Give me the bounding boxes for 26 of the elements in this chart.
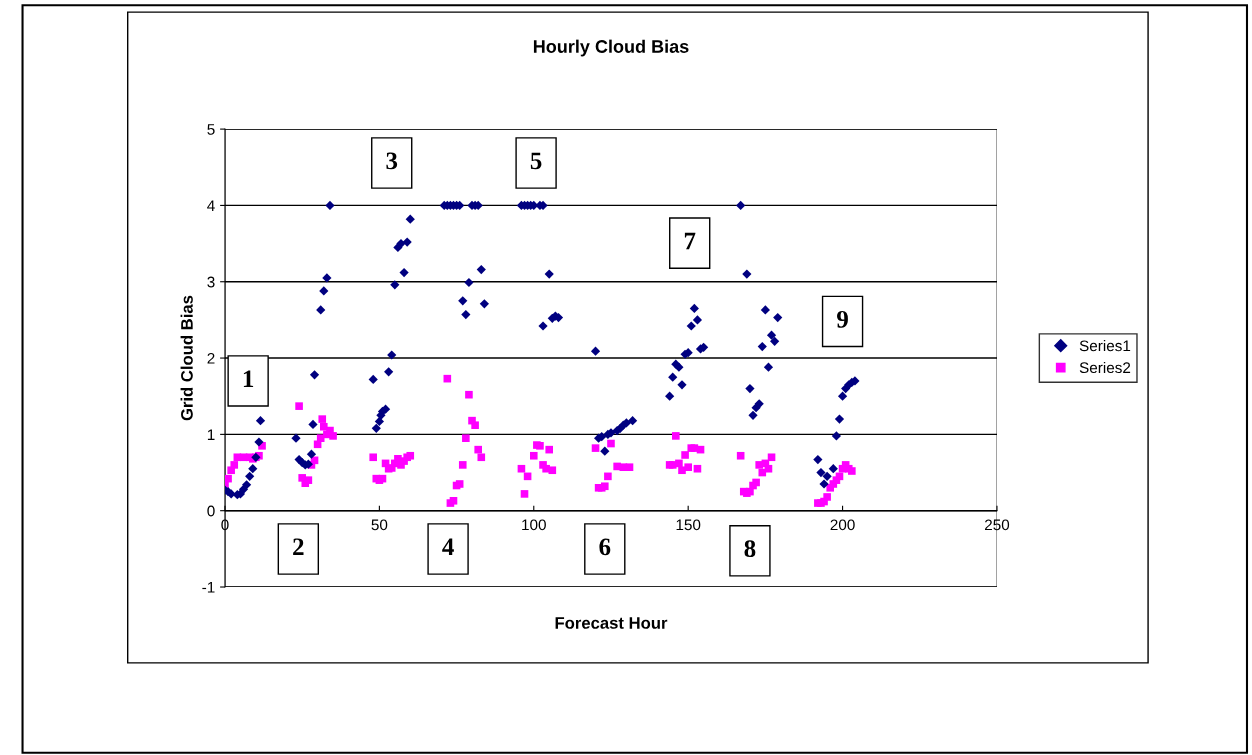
y-tick-label: -1 — [202, 582, 215, 593]
annotation: 5 — [530, 152, 542, 170]
x-axis-title: Forecast Hour — [555, 617, 668, 629]
chart-title: Hourly Cloud Bias — [533, 39, 689, 57]
y-tick-label: 3 — [207, 276, 215, 288]
y-tick-label: 0 — [207, 505, 215, 517]
annotation: 6 — [599, 538, 611, 556]
legend-label: Series1 — [1079, 340, 1131, 352]
y-tick-label: 5 — [207, 124, 215, 135]
y-tick-label: 2 — [207, 352, 215, 364]
annotation: 4 — [442, 538, 454, 556]
annotation: 2 — [293, 538, 304, 556]
x-tick-label: 100 — [522, 519, 546, 531]
annotation: 1 — [243, 370, 254, 387]
y-axis-title: Grid Cloud Bias — [180, 295, 193, 421]
legend-label: Series2 — [1079, 361, 1131, 374]
annotation: 3 — [386, 152, 398, 170]
x-tick-label: 50 — [371, 519, 388, 531]
y-tick-label: 1 — [207, 429, 215, 440]
x-tick-label: 200 — [830, 519, 855, 531]
y-tick-label: 4 — [207, 200, 215, 211]
annotation: 9 — [837, 310, 848, 328]
x-tick-label: 150 — [676, 519, 701, 531]
annotation: 7 — [684, 232, 696, 250]
x-tick-label: 250 — [984, 519, 1010, 531]
annotation: 8 — [744, 540, 756, 558]
